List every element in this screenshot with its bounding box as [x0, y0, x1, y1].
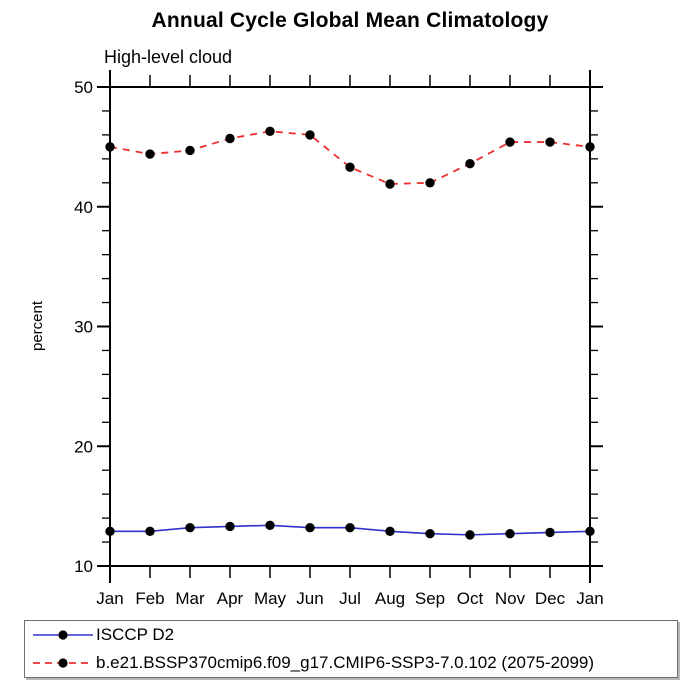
x-tick-label: May [254, 589, 287, 608]
data-point-marker [185, 522, 195, 533]
data-point-marker [105, 526, 115, 536]
x-tick-label: Jun [296, 589, 323, 608]
data-point-marker [465, 530, 475, 540]
data-point-marker [265, 126, 275, 137]
y-tick-label: 10 [74, 557, 93, 576]
data-point-marker [145, 149, 155, 159]
data-point-marker [345, 522, 355, 533]
data-point-marker [545, 527, 555, 538]
data-point-marker [345, 162, 355, 172]
legend-item-isccp: ISCCP D2 [30, 622, 677, 648]
x-tick-label: Dec [535, 589, 566, 608]
data-point-marker [505, 137, 515, 147]
data-point-marker [585, 142, 595, 152]
y-tick-label: 40 [74, 198, 93, 217]
data-point-marker [425, 528, 435, 539]
data-point-marker [305, 522, 315, 533]
x-tick-label: Aug [375, 589, 405, 608]
data-point-marker [465, 158, 475, 169]
legend-line-sample-red [33, 658, 93, 668]
data-point-marker [265, 520, 275, 530]
y-tick-label: 30 [74, 318, 93, 337]
chart-subtitle: High-level cloud [104, 47, 233, 67]
x-tick-label: Jan [96, 589, 123, 608]
x-tick-label: Nov [495, 589, 526, 608]
x-tick-label: Oct [457, 589, 484, 608]
x-tick-label: Sep [415, 589, 445, 608]
data-point-marker [585, 526, 595, 536]
data-point-marker [305, 130, 315, 140]
data-point-marker [105, 142, 115, 152]
x-tick-label: Mar [175, 589, 205, 608]
legend-label-model: b.e21.BSSP370cmip6.f09_g17.CMIP6-SSP3-7.… [96, 653, 595, 672]
series-group [105, 126, 595, 540]
data-point-marker [425, 178, 435, 188]
axes: 10 20 30 40 50 Jan Feb Mar Apr May Jun Jul Aug Sep Oct… [74, 70, 604, 608]
legend: ISCCP D2 b.e21.BSSP370cmip6.f09_g17.CMIP… [24, 620, 678, 678]
chart-title: Annual Cycle Global Mean Climatology [151, 9, 549, 32]
legend-label-isccp: ISCCP D2 [96, 625, 175, 644]
data-point-marker [185, 145, 195, 156]
data-point-marker [225, 521, 235, 532]
x-tick-label: Jan [576, 589, 603, 608]
x-tick-label: Apr [217, 589, 244, 608]
y-tick-label: 50 [74, 78, 93, 97]
x-tick-label: Jul [339, 589, 361, 608]
data-point-marker [545, 137, 555, 147]
data-point-marker [385, 179, 395, 189]
x-tick-label: Feb [135, 589, 164, 608]
y-tick-label: 20 [74, 437, 93, 456]
data-point-marker [145, 526, 155, 536]
plot-frame [109, 86, 591, 567]
series-line-1 [109, 130, 591, 185]
legend-line-sample-blue [33, 630, 93, 640]
y-axis-label: percent [29, 300, 46, 351]
data-point-marker [505, 528, 515, 539]
data-point-marker [225, 133, 235, 144]
legend-item-model: b.e21.BSSP370cmip6.f09_g17.CMIP6-SSP3-7.… [30, 650, 677, 676]
data-point-marker [385, 526, 395, 536]
